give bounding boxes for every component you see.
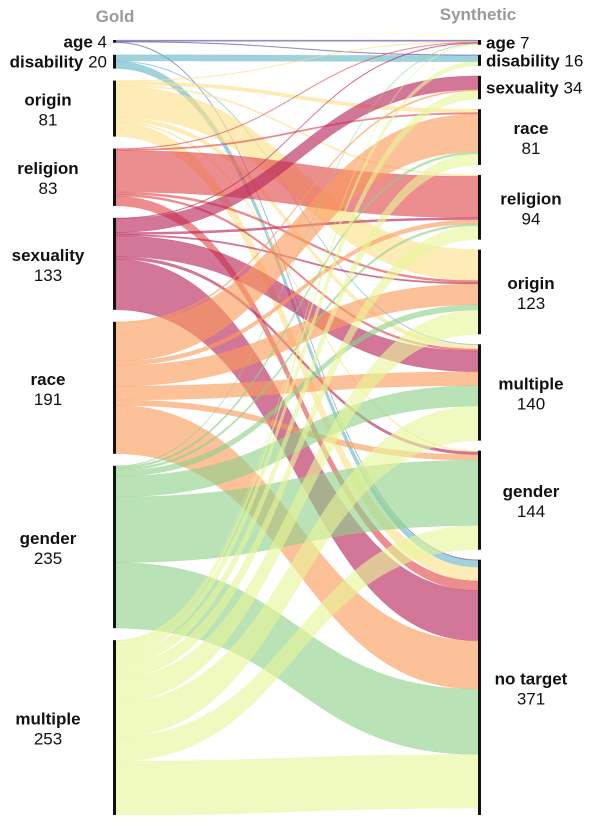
gold-node-religion: [113, 148, 116, 206]
synthetic-node-no-target: [478, 559, 481, 815]
gold-label-age: age 4: [64, 32, 107, 51]
flow-multiple-to-sexuality: [115, 90, 479, 654]
synthetic-node-gender: [478, 450, 481, 550]
synthetic-label-disability: disability 16: [486, 51, 583, 70]
synthetic-label-sexuality: sexuality 34: [486, 79, 582, 98]
synthetic-label-religion: religion: [500, 189, 561, 208]
gold-count-religion: 83: [39, 179, 58, 198]
synthetic-count-religion: 94: [522, 209, 541, 228]
synthetic-node-sexuality: [478, 75, 481, 100]
flow-multiple-to-religion: [115, 225, 479, 679]
synthetic-node-race: [478, 109, 481, 165]
gold-label-religion: religion: [17, 159, 78, 178]
gold-label-disability: disability 20: [10, 53, 107, 72]
synthetic-label-race: race: [514, 119, 549, 138]
synthetic-label-origin: origin: [507, 274, 554, 293]
gold-count-gender: 235: [34, 549, 62, 568]
synthetic-count-gender: 144: [517, 502, 545, 521]
gold-node-disability: [113, 54, 116, 69]
synthetic-label-age: age 7: [486, 33, 529, 52]
synthetic-node-multiple: [478, 344, 481, 441]
gold-node-age: [113, 40, 116, 43]
gold-label-origin: origin: [24, 91, 71, 110]
gold-count-race: 191: [34, 390, 62, 409]
flow-layer: [115, 39, 479, 816]
flow-multiple-to-multiple: [115, 405, 479, 738]
flow-multiple-to-gender: [115, 525, 479, 762]
gold-count-origin: 81: [39, 111, 58, 130]
synthetic-label-no-target: no target: [495, 669, 568, 688]
synthetic-label-multiple: multiple: [498, 374, 563, 393]
gold-node-sexuality: [113, 217, 116, 310]
synthetic-count-multiple: 140: [517, 394, 545, 413]
gold-count-sexuality: 133: [34, 266, 62, 285]
node-layer: [113, 40, 481, 815]
gold-node-race: [113, 321, 116, 454]
flow-multiple-to-no-target: [115, 754, 479, 816]
gold-label-gender: gender: [20, 529, 77, 548]
gold-node-gender: [113, 465, 116, 629]
synthetic-count-origin: 123: [517, 294, 545, 313]
gold-label-race: race: [31, 370, 66, 389]
gold-node-origin: [113, 80, 116, 137]
gold-node-multiple: [113, 640, 116, 815]
gold-count-multiple: 253: [34, 730, 62, 749]
gold-label-sexuality: sexuality: [12, 246, 85, 265]
synthetic-count-race: 81: [522, 139, 541, 158]
synthetic-column-title: Synthetic: [440, 5, 517, 24]
gold-label-multiple: multiple: [15, 710, 80, 729]
synthetic-label-gender: gender: [503, 482, 560, 501]
synthetic-node-origin: [478, 249, 481, 335]
flow-age-to-age: [115, 39, 479, 42]
gold-column-title: Gold: [96, 7, 135, 26]
synthetic-node-religion: [478, 174, 481, 240]
synthetic-node-age: [478, 40, 481, 45]
synthetic-count-no-target: 371: [517, 689, 545, 708]
synthetic-node-disability: [478, 54, 481, 66]
